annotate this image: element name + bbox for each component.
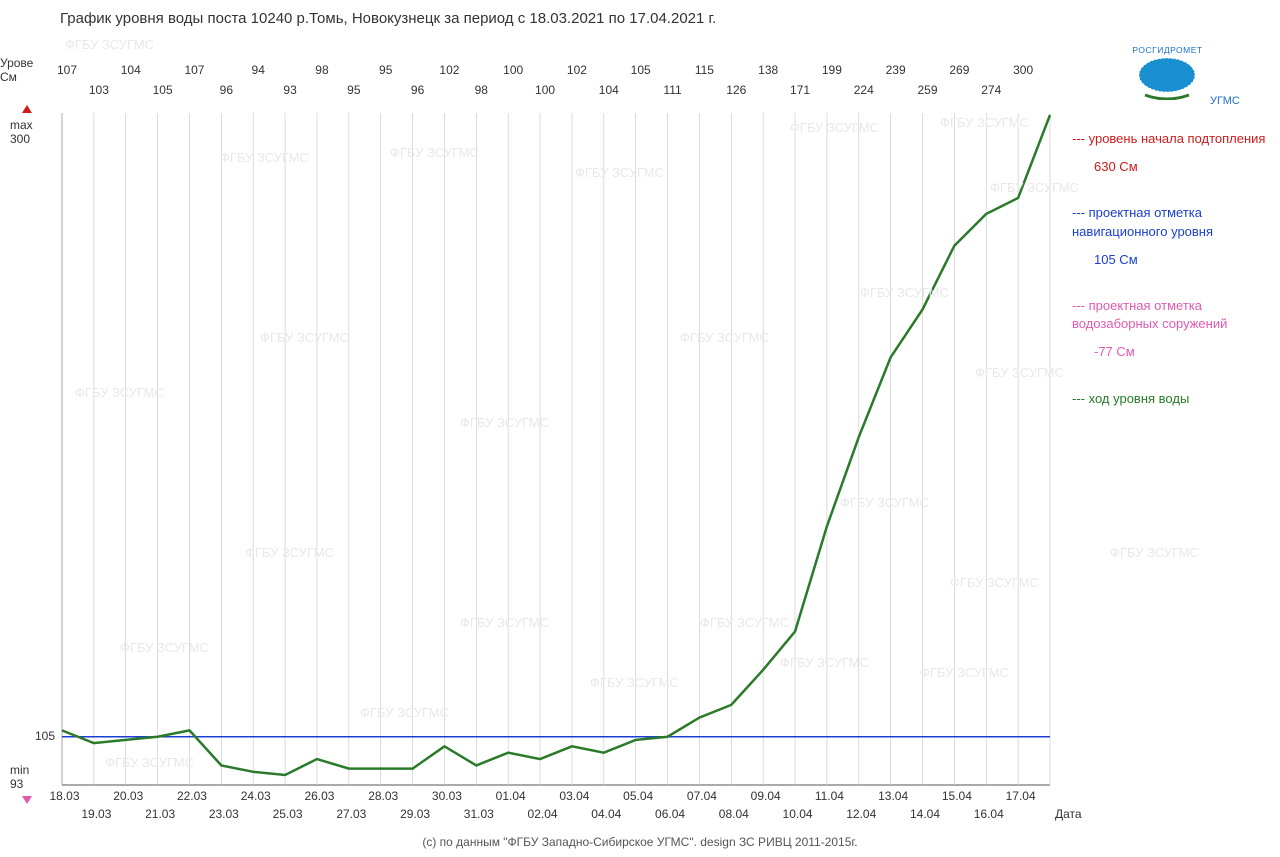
data-value-label: 103 bbox=[79, 83, 119, 97]
x-tick-label: 02.04 bbox=[520, 807, 565, 821]
data-value-label: 107 bbox=[47, 63, 87, 77]
legend-water: --- ход уровня воды bbox=[1072, 390, 1267, 408]
legend-flood: --- уровень начала подтопления 630 См bbox=[1072, 130, 1267, 176]
roshydromet-logo: РОСГИДРОМЕТ УГМС bbox=[1130, 45, 1205, 105]
data-value-label: 96 bbox=[398, 83, 438, 97]
logo-icon bbox=[1130, 55, 1205, 100]
data-value-label: 95 bbox=[366, 63, 406, 77]
y-tick-label: 105 bbox=[20, 729, 55, 743]
x-tick-label: 15.04 bbox=[934, 789, 979, 803]
x-tick-label: 31.03 bbox=[456, 807, 501, 821]
x-tick-label: 01.04 bbox=[488, 789, 533, 803]
x-tick-label: 23.03 bbox=[201, 807, 246, 821]
x-tick-label: 06.04 bbox=[648, 807, 693, 821]
data-value-label: 93 bbox=[270, 83, 310, 97]
watermark: ФГБУ ЗСУГМС bbox=[1110, 545, 1199, 560]
data-value-label: 199 bbox=[812, 63, 852, 77]
data-value-label: 300 bbox=[1003, 63, 1043, 77]
chart-svg bbox=[60, 55, 1055, 845]
data-value-label: 239 bbox=[876, 63, 916, 77]
data-value-label: 126 bbox=[716, 83, 756, 97]
footer-credit: (с) по данным "ФГБУ Западно-Сибирское УГ… bbox=[0, 835, 1280, 849]
data-value-label: 100 bbox=[525, 83, 565, 97]
x-tick-label: 18.03 bbox=[42, 789, 87, 803]
x-tick-label: 20.03 bbox=[106, 789, 151, 803]
data-value-label: 111 bbox=[653, 83, 693, 97]
data-value-label: 104 bbox=[589, 83, 629, 97]
y-axis-label: Урове См bbox=[0, 56, 46, 84]
x-tick-label: 09.04 bbox=[743, 789, 788, 803]
data-value-label: 171 bbox=[780, 83, 820, 97]
x-tick-label: 24.03 bbox=[233, 789, 278, 803]
data-value-label: 96 bbox=[206, 83, 246, 97]
watermark: ФГБУ ЗСУГМС bbox=[65, 37, 154, 52]
x-tick-label: 13.04 bbox=[871, 789, 916, 803]
data-value-label: 259 bbox=[908, 83, 948, 97]
legend-nav: --- проектная отметка навигационного уро… bbox=[1072, 204, 1267, 269]
x-tick-label: 12.04 bbox=[839, 807, 884, 821]
x-tick-label: 29.03 bbox=[393, 807, 438, 821]
data-value-label: 107 bbox=[174, 63, 214, 77]
x-tick-label: 16.04 bbox=[966, 807, 1011, 821]
chart-area: 1071041079498951021001021051151381992392… bbox=[60, 55, 1055, 805]
x-tick-label: 17.04 bbox=[998, 789, 1043, 803]
data-value-label: 94 bbox=[238, 63, 278, 77]
x-tick-label: 07.04 bbox=[679, 789, 724, 803]
x-tick-label: 26.03 bbox=[297, 789, 342, 803]
data-value-label: 138 bbox=[748, 63, 788, 77]
data-value-label: 105 bbox=[143, 83, 183, 97]
data-value-label: 95 bbox=[334, 83, 374, 97]
data-value-label: 98 bbox=[461, 83, 501, 97]
x-tick-label: 11.04 bbox=[807, 789, 852, 803]
data-value-label: 100 bbox=[493, 63, 533, 77]
data-value-label: 98 bbox=[302, 63, 342, 77]
data-value-label: 274 bbox=[971, 83, 1011, 97]
x-tick-label: 21.03 bbox=[138, 807, 183, 821]
x-tick-label: 19.03 bbox=[74, 807, 119, 821]
data-value-label: 105 bbox=[621, 63, 661, 77]
x-tick-label: 10.04 bbox=[775, 807, 820, 821]
data-value-label: 224 bbox=[844, 83, 884, 97]
x-tick-label: 14.04 bbox=[903, 807, 948, 821]
data-value-label: 115 bbox=[684, 63, 724, 77]
x-tick-label: 05.04 bbox=[616, 789, 661, 803]
triangle-down-icon bbox=[22, 796, 32, 804]
chart-title: График уровня воды поста 10240 р.Томь, Н… bbox=[60, 10, 716, 27]
x-tick-label: 27.03 bbox=[329, 807, 374, 821]
legend-intake: --- проектная отметка водозаборных соруж… bbox=[1072, 297, 1267, 362]
x-tick-label: 30.03 bbox=[424, 789, 469, 803]
data-value-label: 102 bbox=[557, 63, 597, 77]
x-tick-label: 28.03 bbox=[361, 789, 406, 803]
x-tick-label: 08.04 bbox=[711, 807, 756, 821]
max-marker: max 300 bbox=[10, 100, 33, 146]
legend: --- уровень начала подтопления 630 См --… bbox=[1072, 130, 1267, 436]
x-tick-label: 04.04 bbox=[584, 807, 629, 821]
x-axis-label: Дата bbox=[1055, 807, 1082, 821]
data-value-label: 104 bbox=[111, 63, 151, 77]
x-tick-label: 22.03 bbox=[169, 789, 214, 803]
x-tick-label: 03.04 bbox=[552, 789, 597, 803]
triangle-up-icon bbox=[22, 105, 32, 113]
min-marker: min93 bbox=[10, 763, 32, 809]
x-tick-label: 25.03 bbox=[265, 807, 310, 821]
data-value-label: 269 bbox=[939, 63, 979, 77]
data-value-label: 102 bbox=[429, 63, 469, 77]
